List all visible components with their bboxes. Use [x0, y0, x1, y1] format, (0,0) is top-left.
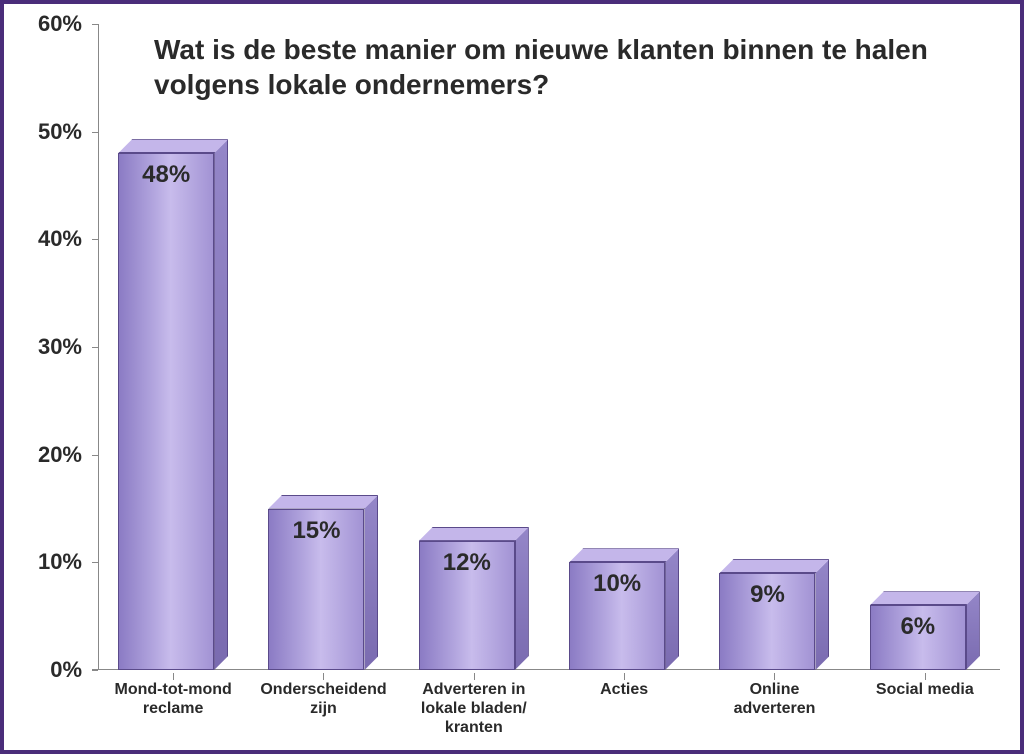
bar-slot: 6% — [850, 24, 1000, 670]
y-tick-label: 50% — [2, 119, 82, 145]
bar-top — [569, 548, 679, 562]
bar-value-label: 10% — [569, 570, 665, 598]
x-axis-label: Adverteren in lokale bladen/ kranten — [399, 674, 549, 750]
bars-container: 48% 15% 12% 10% 9% 6% — [98, 24, 1000, 670]
y-tick-label: 30% — [2, 334, 82, 360]
x-tick-mark — [173, 673, 174, 680]
bar-side — [515, 527, 529, 670]
y-tick-label: 0% — [2, 657, 82, 683]
x-axis-labels: Mond-tot-mond reclameOnderscheidend zijn… — [98, 674, 1000, 750]
bar-top — [870, 591, 980, 605]
x-tick-mark — [624, 673, 625, 680]
x-tick-mark — [925, 673, 926, 680]
bar-value-label: 12% — [419, 549, 515, 577]
y-tick-label: 40% — [2, 226, 82, 252]
bar-side — [815, 559, 829, 670]
bar: 48% — [118, 139, 228, 670]
bar-top — [268, 495, 378, 509]
bar-top — [419, 527, 529, 541]
x-axis-label: Mond-tot-mond reclame — [98, 674, 248, 750]
bar: 15% — [268, 495, 378, 671]
x-axis-label: Onderscheidend zijn — [248, 674, 398, 750]
x-axis-label: Social media — [850, 674, 1000, 750]
y-tick-label: 20% — [2, 442, 82, 468]
bar: 10% — [569, 548, 679, 670]
bar-slot: 15% — [248, 24, 398, 670]
bar-slot: 48% — [98, 24, 248, 670]
x-axis-label: Acties — [549, 674, 699, 750]
x-axis-label: Online adverteren — [699, 674, 849, 750]
bar-side — [214, 139, 228, 670]
chart-title: Wat is de beste manier om nieuwe klanten… — [154, 32, 980, 102]
x-tick-mark — [474, 673, 475, 680]
bar: 12% — [419, 527, 529, 670]
bar: 9% — [719, 559, 829, 670]
chart-frame: 0% 10% 20% 30% 40% 50% 60% 48% 15% 12% 10% 9% 6% Mo… — [0, 0, 1024, 754]
bar-slot: 12% — [399, 24, 549, 670]
bar-side — [364, 495, 378, 671]
bar-value-label: 48% — [118, 161, 214, 189]
x-tick-mark — [774, 673, 775, 680]
bar-value-label: 9% — [719, 581, 815, 609]
x-tick-mark — [323, 673, 324, 680]
y-tick-label: 60% — [2, 11, 82, 37]
bar-slot: 9% — [699, 24, 849, 670]
bar-value-label: 15% — [268, 517, 364, 545]
bar-side — [665, 548, 679, 670]
y-tick-label: 10% — [2, 549, 82, 575]
bar-top — [118, 139, 228, 153]
bar-front — [118, 153, 214, 670]
bar-value-label: 6% — [870, 613, 966, 641]
bar-top — [719, 559, 829, 573]
bar: 6% — [870, 591, 980, 670]
bar-slot: 10% — [549, 24, 699, 670]
y-tick-mark — [92, 670, 98, 671]
